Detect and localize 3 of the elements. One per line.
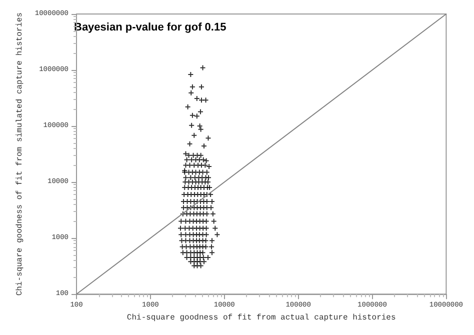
annotation: Bayesian p-value for gof 0.15 bbox=[74, 22, 226, 34]
x-axis-title: Chi-square goodness of fit from actual capture histories bbox=[126, 314, 396, 322]
y-axis-title: Chi-square goodness of fit from simulated capture histories bbox=[16, 12, 24, 296]
